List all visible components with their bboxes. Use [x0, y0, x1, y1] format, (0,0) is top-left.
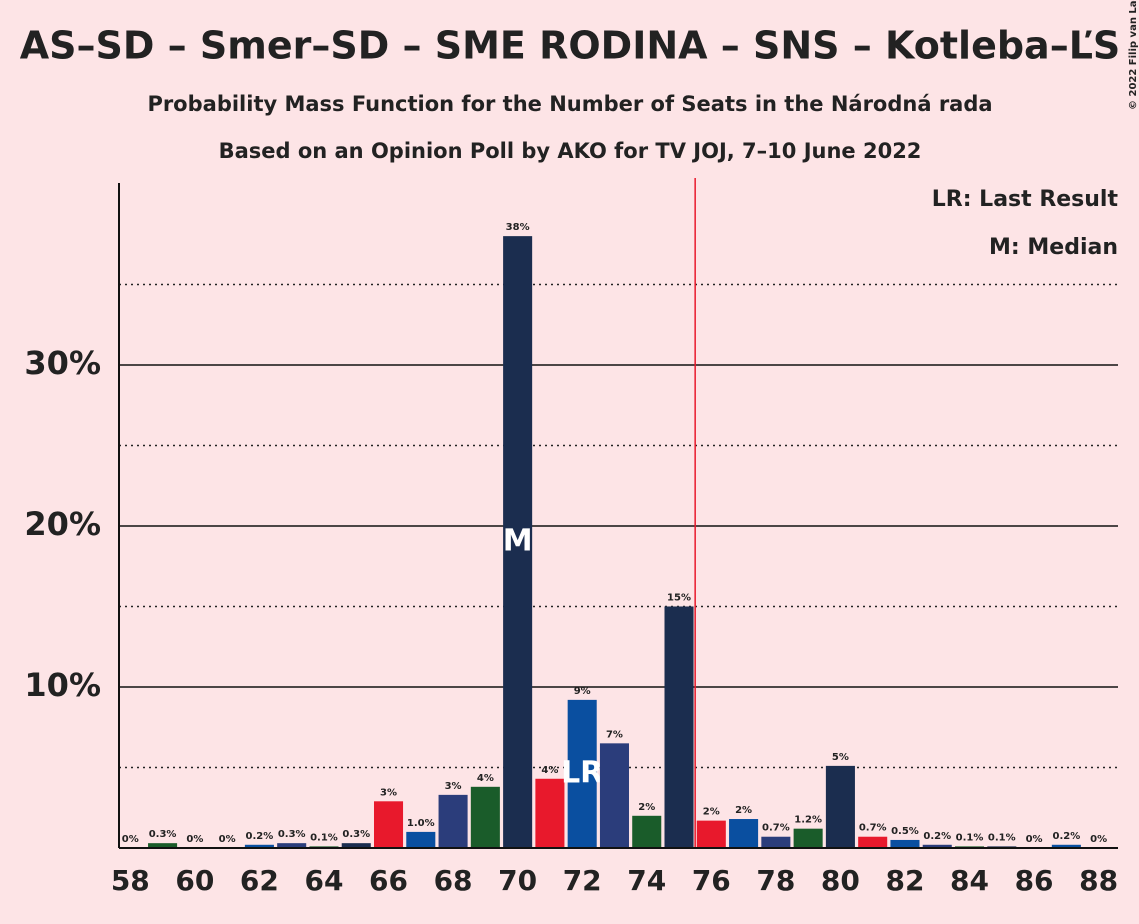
value-label: 2%: [735, 805, 752, 816]
bar: [406, 831, 436, 848]
x-tick-label: 76: [692, 864, 731, 897]
y-tick-label: 20%: [24, 505, 101, 543]
value-label: 38%: [506, 222, 530, 233]
bar: [632, 815, 662, 848]
x-tick-label: 86: [1015, 864, 1054, 897]
x-tick-label: 70: [498, 864, 537, 897]
value-label: 0.1%: [956, 832, 984, 843]
legend-entry: M: Median: [989, 235, 1118, 260]
bar: [341, 843, 371, 848]
value-label: 0%: [186, 834, 203, 845]
value-label: 15%: [667, 592, 691, 603]
value-label: 0%: [1026, 834, 1043, 845]
bar: [858, 836, 888, 848]
x-tick-label: 82: [885, 864, 924, 897]
value-label: 0.2%: [1052, 831, 1080, 842]
y-tick-label: 10%: [24, 666, 101, 704]
bar: [793, 828, 823, 848]
bar: [567, 699, 597, 848]
bar: [599, 743, 629, 848]
value-label: 3%: [380, 787, 397, 798]
bar: [696, 820, 726, 848]
value-label: 0%: [219, 834, 236, 845]
value-label: 5%: [832, 752, 849, 763]
last-result-marker: LR: [561, 755, 603, 790]
bar: [470, 786, 500, 848]
bar: [535, 778, 565, 848]
value-label: 4%: [541, 765, 558, 776]
bar: [922, 844, 952, 848]
copyright: © 2022 Filip van Laenen: [1128, 0, 1139, 110]
value-label: 2%: [703, 807, 720, 818]
x-tick-label: 64: [304, 864, 343, 897]
value-label: 0.3%: [278, 829, 306, 840]
bar: [664, 606, 694, 848]
value-label: 1.0%: [407, 818, 435, 829]
value-label: 4%: [477, 773, 494, 784]
value-label: 0.7%: [762, 823, 790, 834]
x-tick-label: 84: [950, 864, 989, 897]
bar: [373, 801, 404, 848]
bar: [148, 843, 178, 848]
value-label: 3%: [445, 781, 462, 792]
value-label: 0%: [1090, 834, 1107, 845]
value-label: 0.7%: [859, 823, 887, 834]
median-marker: M: [503, 524, 533, 559]
value-label: 0.2%: [246, 831, 274, 842]
value-label: 0.1%: [988, 832, 1016, 843]
x-tick-label: 72: [563, 864, 602, 897]
bar: [244, 844, 274, 848]
x-tick-label: 68: [434, 864, 473, 897]
value-label: 0.1%: [310, 832, 338, 843]
y-tick-label: 30%: [24, 344, 101, 382]
chart-title: AS–SD – Smer–SD – SME RODINA – SNS – Kot…: [20, 24, 1121, 68]
value-label: 0.5%: [891, 826, 919, 837]
bar: [825, 765, 855, 848]
bar: [277, 843, 307, 848]
x-tick-label: 88: [1079, 864, 1118, 897]
value-label: 7%: [606, 729, 623, 740]
legend-entry: LR: Last Result: [932, 187, 1119, 212]
value-label: 0.2%: [923, 831, 951, 842]
bar: [729, 819, 759, 848]
x-tick-label: 58: [111, 864, 150, 897]
value-label: 1.2%: [794, 815, 822, 826]
x-tick-label: 78: [756, 864, 795, 897]
bar: [438, 794, 468, 848]
value-label: 0%: [122, 834, 139, 845]
x-tick-label: 60: [175, 864, 214, 897]
bar: [1051, 844, 1081, 848]
bar: [761, 836, 791, 848]
value-label: 0.3%: [149, 829, 177, 840]
bar: [890, 839, 920, 848]
value-label: 2%: [638, 802, 655, 813]
value-label: 9%: [574, 686, 591, 697]
x-tick-label: 66: [369, 864, 408, 897]
bar: [503, 236, 533, 848]
value-label: 0.3%: [342, 829, 370, 840]
x-tick-label: 80: [821, 864, 860, 897]
x-tick-label: 62: [240, 864, 279, 897]
subtitle: Based on an Opinion Poll by AKO for TV J…: [219, 139, 922, 163]
x-tick-label: 74: [627, 864, 666, 897]
subtitle: Probability Mass Function for the Number…: [147, 92, 992, 116]
